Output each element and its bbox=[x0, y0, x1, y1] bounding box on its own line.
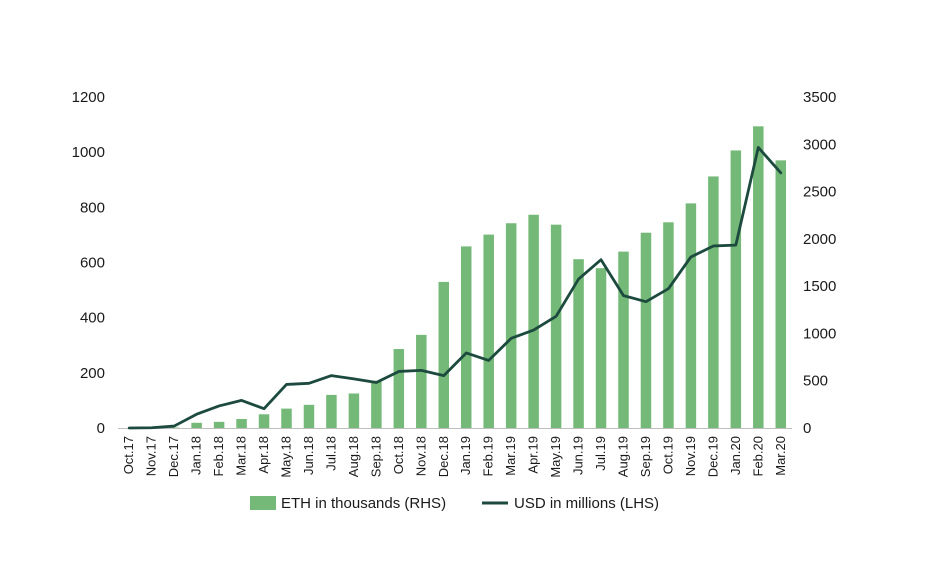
bar-Mar.18 bbox=[236, 419, 247, 428]
bar-Apr.18 bbox=[258, 414, 270, 428]
bar-Jan.20 bbox=[730, 150, 742, 428]
left-tick-label: 400 bbox=[80, 310, 105, 327]
x-tick-label: Nov.18 bbox=[413, 436, 428, 476]
bar-Mar.19 bbox=[505, 223, 517, 428]
bar-May.18 bbox=[281, 408, 292, 428]
x-tick-label: Mar.19 bbox=[503, 436, 518, 476]
x-tick-label: Mar.18 bbox=[234, 436, 249, 476]
x-tick-label: Sep.19 bbox=[638, 436, 653, 477]
bar-Feb.18 bbox=[213, 421, 225, 428]
right-tick-label: 3000 bbox=[803, 136, 836, 153]
right-tick-label: 0 bbox=[803, 420, 811, 437]
x-tick-label: Dec.19 bbox=[705, 436, 720, 477]
left-tick-label: 200 bbox=[80, 365, 105, 382]
line-series bbox=[127, 146, 783, 430]
left-tick-label: 600 bbox=[80, 255, 105, 272]
bar-Nov.18 bbox=[416, 334, 427, 428]
x-tick-label: Apr.18 bbox=[256, 436, 271, 474]
x-tick-label: Jan.18 bbox=[189, 436, 204, 475]
x-tick-label: Nov.17 bbox=[144, 436, 159, 476]
legend-swatch-bar bbox=[250, 496, 276, 510]
bar-Feb.20 bbox=[753, 126, 764, 428]
x-tick-label: Apr.19 bbox=[526, 436, 541, 474]
bar-Apr.19 bbox=[528, 214, 539, 428]
x-axis-ticks: Oct.17 Nov.17 Dec.17 Jan.18 Feb.18 Mar.18 Apr.… bbox=[121, 436, 788, 478]
bar-Jul.19 bbox=[595, 268, 607, 428]
left-tick-label: 1200 bbox=[72, 89, 105, 106]
right-tick-label: 2000 bbox=[803, 231, 836, 248]
bar-Feb.19 bbox=[483, 234, 494, 428]
legend-label-bar: ETH in thousands (RHS) bbox=[281, 495, 446, 512]
bar-Jun.18 bbox=[303, 404, 315, 428]
bar-series bbox=[168, 126, 787, 429]
bar-Aug.18 bbox=[348, 393, 360, 428]
left-axis-ticks: 0 200 400 600 800 1000 1200 bbox=[72, 89, 105, 437]
bar-Aug.19 bbox=[618, 251, 629, 428]
bar-Oct.18 bbox=[393, 349, 405, 428]
x-tick-label: Sep.18 bbox=[368, 436, 383, 477]
usd-line bbox=[127, 146, 783, 430]
right-tick-label: 2500 bbox=[803, 184, 836, 201]
legend-label-line: USD in millions (LHS) bbox=[514, 495, 659, 512]
x-tick-label: Aug.18 bbox=[346, 436, 361, 477]
x-tick-label: Feb.18 bbox=[211, 436, 226, 476]
left-tick-label: 800 bbox=[80, 199, 105, 216]
right-tick-label: 1500 bbox=[803, 278, 836, 295]
bar-Sep.18 bbox=[371, 380, 382, 428]
bar-Mar.20 bbox=[775, 160, 787, 429]
x-tick-label: Jun.19 bbox=[571, 436, 586, 475]
right-axis-ticks: 0 500 1000 1500 2000 2500 3000 3500 bbox=[803, 89, 836, 437]
x-tick-label: Feb.19 bbox=[481, 436, 496, 476]
x-tick-label: Oct.17 bbox=[121, 436, 136, 474]
x-tick-label: Mar.20 bbox=[773, 436, 788, 476]
x-tick-label: Jul.18 bbox=[323, 436, 338, 471]
x-tick-label: Aug.19 bbox=[616, 436, 631, 477]
x-tick-label: Jul.19 bbox=[593, 436, 608, 471]
x-tick-label: May.18 bbox=[279, 436, 294, 478]
bar-Jul.18 bbox=[326, 394, 337, 428]
bar-Jun.19 bbox=[573, 259, 584, 428]
right-tick-label: 3500 bbox=[803, 89, 836, 106]
left-tick-label: 0 bbox=[97, 420, 105, 437]
bar-Jan.19 bbox=[460, 246, 472, 428]
x-tick-label: Nov.19 bbox=[683, 436, 698, 476]
bar-Sep.19 bbox=[640, 232, 652, 428]
bar-Jan.18 bbox=[191, 422, 202, 428]
bar-Nov.19 bbox=[685, 203, 697, 428]
x-tick-label: Dec.17 bbox=[166, 436, 181, 477]
left-tick-label: 1000 bbox=[72, 144, 105, 161]
x-tick-label: Feb.20 bbox=[750, 436, 765, 476]
bar-Oct.19 bbox=[663, 222, 674, 428]
right-tick-label: 1000 bbox=[803, 325, 836, 342]
x-tick-label: Jan.19 bbox=[458, 436, 473, 475]
x-tick-label: Dec.18 bbox=[436, 436, 451, 477]
x-tick-label: May.19 bbox=[548, 436, 563, 478]
bar-May.19 bbox=[550, 224, 562, 428]
legend: ETH in thousands (RHS) USD in millions (… bbox=[250, 495, 659, 512]
x-tick-label: Oct.18 bbox=[391, 436, 406, 474]
bar-Dec.18 bbox=[438, 281, 450, 428]
x-tick-label: Jan.20 bbox=[728, 436, 743, 475]
right-tick-label: 500 bbox=[803, 373, 828, 390]
bar-Dec.19 bbox=[708, 176, 719, 428]
x-tick-label: Oct.19 bbox=[660, 436, 675, 474]
x-tick-label: Jun.18 bbox=[301, 436, 316, 475]
